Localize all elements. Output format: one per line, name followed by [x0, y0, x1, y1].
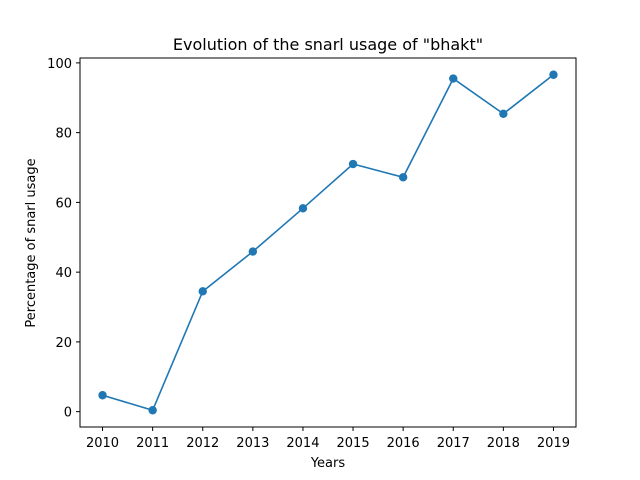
series-line	[102, 74, 554, 412]
x-tick-label: 2019	[537, 436, 570, 451]
y-tick-label: 0	[64, 406, 72, 421]
plot-frame	[79, 57, 577, 428]
x-tick-label: 2011	[136, 436, 169, 451]
x-tick-label: 2017	[437, 436, 470, 451]
y-axis-label: Percentage of snarl usage	[24, 158, 39, 327]
y-tick-label: 100	[47, 57, 72, 72]
y-tick-label: 60	[55, 196, 72, 211]
x-tick-label: 2014	[286, 436, 319, 451]
x-tick-label: 2010	[86, 436, 119, 451]
x-tick-label: 2012	[186, 436, 219, 451]
data-point	[98, 391, 107, 400]
x-axis-label: Years	[310, 456, 346, 471]
y-tick-label: 80	[55, 127, 72, 142]
data-point	[348, 159, 358, 169]
x-tick-label: 2018	[487, 436, 520, 451]
data-point	[198, 287, 207, 296]
x-tick-label: 2016	[387, 436, 420, 451]
data-point	[549, 70, 558, 79]
plot-area: 2010 2011 2012 2013 2014 2015 2016 2017 2018 2019…	[47, 57, 577, 451]
data-point	[298, 204, 308, 213]
data-point	[499, 109, 508, 119]
data-point	[398, 173, 408, 182]
data-point	[148, 406, 157, 415]
x-tick-label: 2013	[236, 436, 269, 451]
data-point	[248, 247, 258, 256]
data-point	[449, 74, 458, 83]
y-tick-label: 20	[55, 336, 72, 351]
y-tick-label: 40	[55, 266, 72, 281]
x-tick-label: 2015	[337, 436, 370, 451]
chart-title: Evolution of the snarl usage of "bhakt"	[173, 35, 483, 54]
